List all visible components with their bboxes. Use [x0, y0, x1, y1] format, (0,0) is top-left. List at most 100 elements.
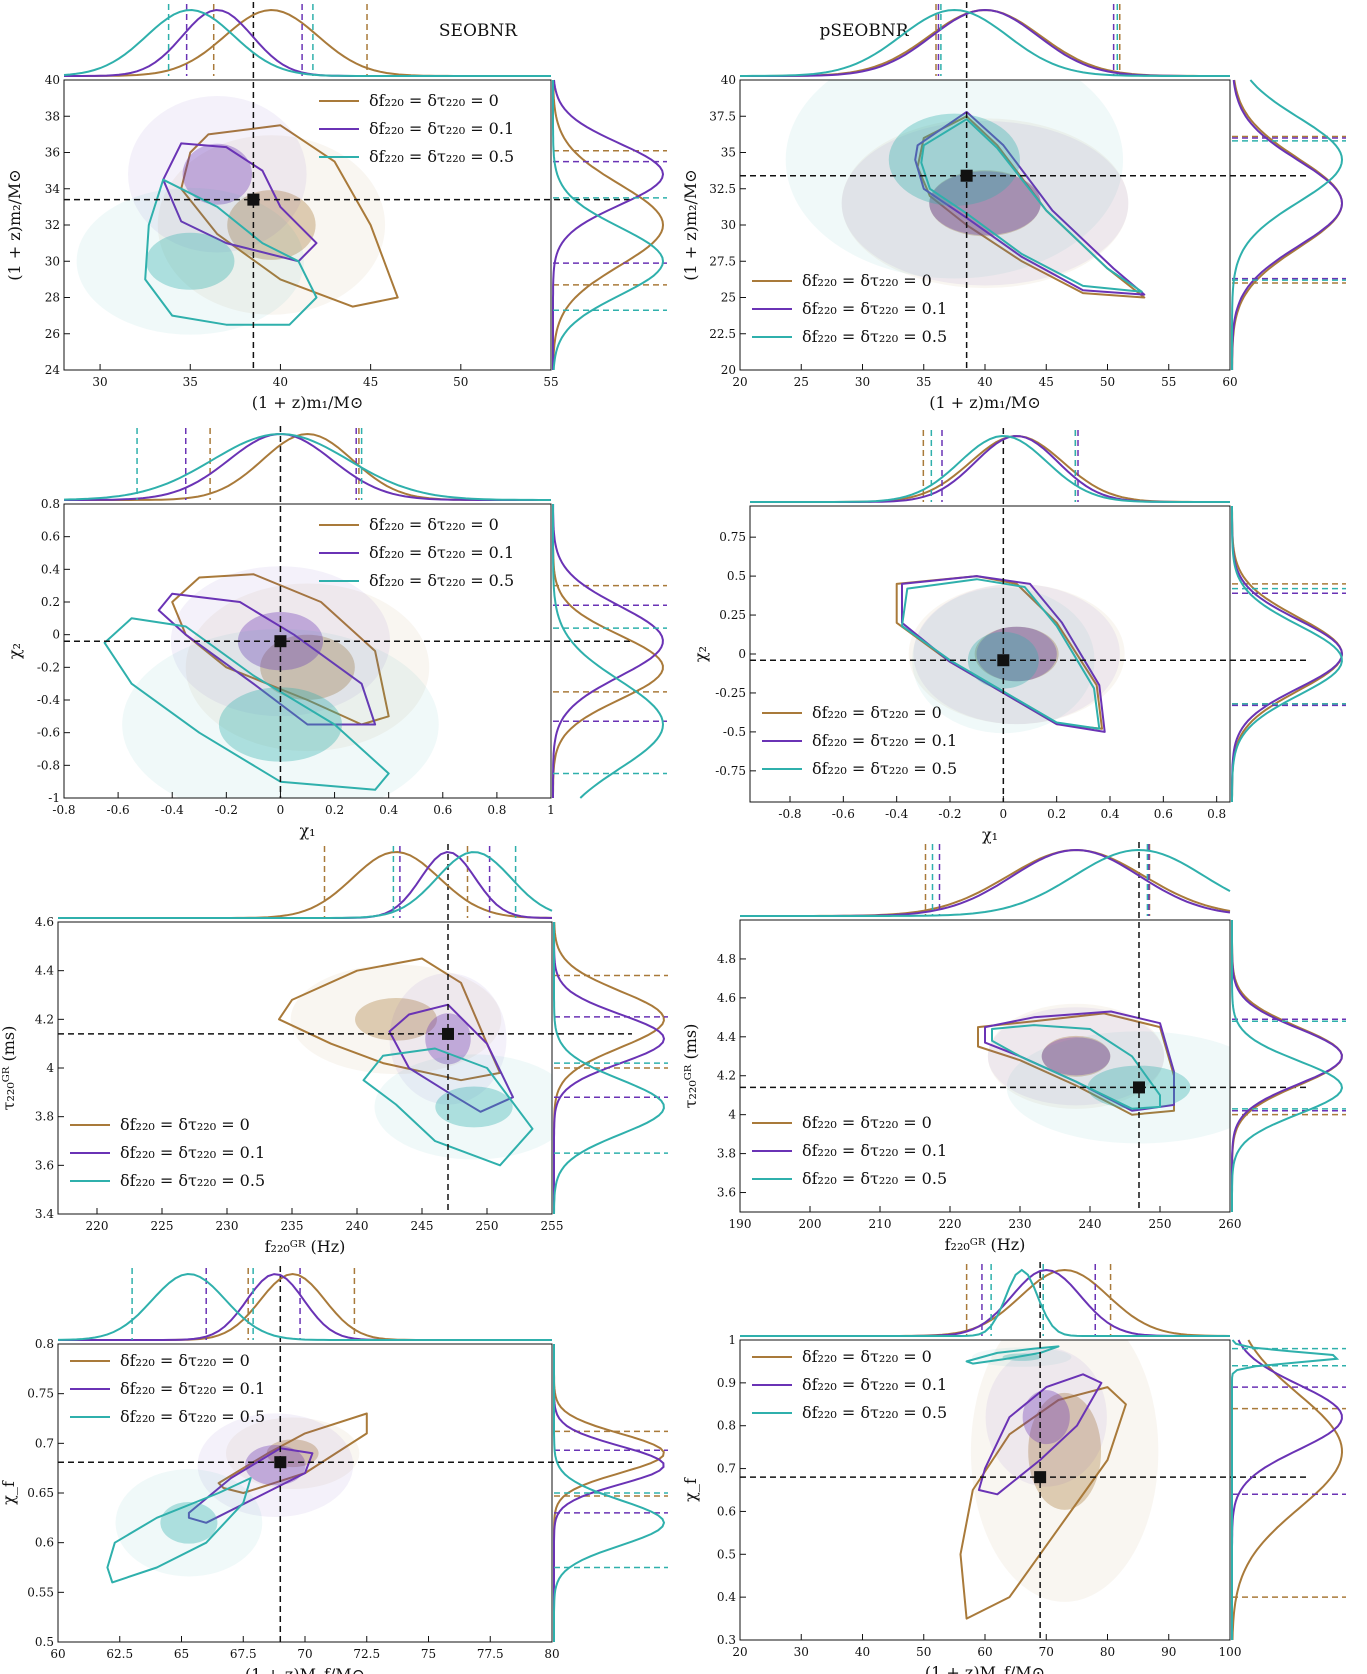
x-tick-label: 35	[183, 375, 198, 389]
density-halo	[115, 1469, 263, 1577]
x-tick-label: 220	[939, 1217, 962, 1231]
density-halo	[908, 583, 1125, 725]
density-core	[227, 190, 316, 260]
y-tick-label: 37.5	[709, 109, 736, 123]
plot-area	[106, 1412, 368, 1584]
y-tick-label: 40	[45, 73, 60, 87]
y-axis-label: χ₂	[5, 643, 24, 659]
x-tick-label: 0.4	[1100, 807, 1119, 821]
y-tick-label: 0.75	[719, 530, 746, 544]
legend-label: δf₂₂₀ = δτ₂₂₀ = 0	[802, 1347, 932, 1366]
x-tick-label: 45	[363, 375, 378, 389]
contour-line	[187, 1447, 314, 1524]
y-tick-label: -0.4	[37, 693, 61, 707]
density-core	[976, 626, 1057, 682]
y-tick-label: 4.4	[35, 964, 54, 978]
y-tick-label: 3.6	[35, 1158, 54, 1172]
x-tick-label: 190	[729, 1217, 752, 1231]
density-core	[146, 232, 235, 290]
x-tick-label: 0.8	[487, 803, 506, 817]
plot-area	[785, 80, 1146, 299]
x-tick-label: 90	[1161, 1645, 1176, 1659]
legend-label: δf₂₂₀ = δτ₂₂₀ = 0.1	[369, 543, 514, 562]
x-tick-label: -0.4	[161, 803, 185, 817]
marginal-y-curve	[552, 80, 665, 371]
x-axis-label: (1 + z)M_f/M⊙	[245, 1665, 365, 1674]
marginal-x-curve	[740, 848, 1231, 917]
x-tick-label: 30	[855, 375, 870, 389]
y-tick-label: -0.8	[37, 758, 60, 772]
density-core	[1022, 1390, 1070, 1445]
truth-marker	[1034, 1471, 1047, 1484]
y-tick-label: 0.8	[35, 1337, 54, 1351]
density-core	[435, 1086, 513, 1128]
y-tick-label: 0	[52, 628, 60, 642]
contour-line	[180, 124, 399, 308]
marginal-x-curve	[750, 434, 1230, 503]
x-tick-label: -0.8	[778, 807, 801, 821]
marginal-y-curve	[1231, 920, 1343, 1212]
y-tick-label: 3.8	[717, 1147, 736, 1161]
marginal-x-curve	[57, 1272, 552, 1341]
marginal-y-curve	[552, 504, 664, 798]
x-tick-label: -0.6	[832, 807, 855, 821]
x-tick-label: 100	[1219, 1645, 1242, 1659]
x-tick-label: 60	[977, 1645, 992, 1659]
density-halo	[225, 1417, 360, 1490]
density-halo	[970, 1340, 1159, 1602]
x-tick-label: -0.2	[215, 803, 238, 817]
contour-line	[977, 1012, 1175, 1116]
y-tick-label: 4.2	[717, 1069, 736, 1083]
y-tick-label: 0.25	[719, 608, 746, 622]
legend-label: δf₂₂₀ = δτ₂₂₀ = 0.5	[802, 327, 947, 346]
x-tick-label: 210	[869, 1217, 892, 1231]
density-halo	[841, 118, 1129, 289]
x-tick-label: 20	[732, 1645, 747, 1659]
plot-area	[103, 566, 439, 798]
marginal-x-curve	[63, 433, 551, 501]
marginal-x-curve	[740, 1268, 1230, 1337]
x-tick-label: 50	[916, 1645, 931, 1659]
y-axis-label: (1 + z)m₂/M⊙	[5, 169, 24, 280]
truth-marker	[960, 169, 973, 182]
x-axis-label: (1 + z)m₁/M⊙	[252, 393, 363, 412]
contour-line	[278, 957, 501, 1082]
x-axis-label: (1 + z)M_f/M⊙	[925, 1663, 1045, 1674]
y-tick-label: 4	[728, 1108, 736, 1122]
x-tick-label: 260	[1219, 1217, 1242, 1231]
y-tick-label: 30	[721, 218, 736, 232]
y-tick-label: 4.6	[35, 915, 54, 929]
density-core	[929, 170, 1041, 237]
x-tick-label: 0	[277, 803, 285, 817]
x-tick-label: 1	[547, 803, 555, 817]
marginal-x-curve	[58, 850, 553, 919]
marginal-x-curve	[740, 8, 1230, 77]
density-core	[1028, 1392, 1102, 1510]
marginal-y-curve	[1231, 506, 1343, 802]
x-tick-label: 60	[50, 1647, 65, 1661]
marginal-y-curve	[553, 922, 666, 1214]
legend-label: δf₂₂₀ = δτ₂₂₀ = 0	[120, 1115, 250, 1134]
y-tick-label: 27.5	[709, 254, 736, 268]
y-tick-label: 1	[728, 1333, 736, 1347]
contour-line	[977, 1373, 1103, 1496]
y-tick-label: 40	[721, 73, 736, 87]
panel-m1m2-SEOBNR: 30 35 40 45 50 55 24 26 28 30 32 34 36 38 40 (1 + z)m₁/…	[5, 2, 667, 412]
marginal-x-curve	[740, 848, 1231, 917]
density-halo	[157, 135, 386, 315]
marginal-x-curve	[64, 8, 551, 77]
y-tick-label: 0.5	[727, 569, 746, 583]
x-tick-label: 80	[1100, 1645, 1115, 1659]
density-core	[355, 998, 437, 1041]
plot-area	[959, 1340, 1159, 1620]
y-tick-label: 24	[45, 363, 61, 377]
contour-line	[920, 118, 1143, 293]
y-tick-label: 25	[721, 291, 736, 305]
contour-line	[984, 1010, 1175, 1112]
y-tick-label: 4.8	[717, 952, 736, 966]
contour-line	[106, 1477, 252, 1584]
y-axis-label: (1 + z)m₂/M⊙	[681, 169, 700, 280]
legend-label: δf₂₂₀ = δτ₂₂₀ = 0	[802, 1113, 932, 1132]
legend-label: δf₂₂₀ = δτ₂₂₀ = 0	[802, 271, 932, 290]
x-tick-label: 55	[543, 375, 558, 389]
